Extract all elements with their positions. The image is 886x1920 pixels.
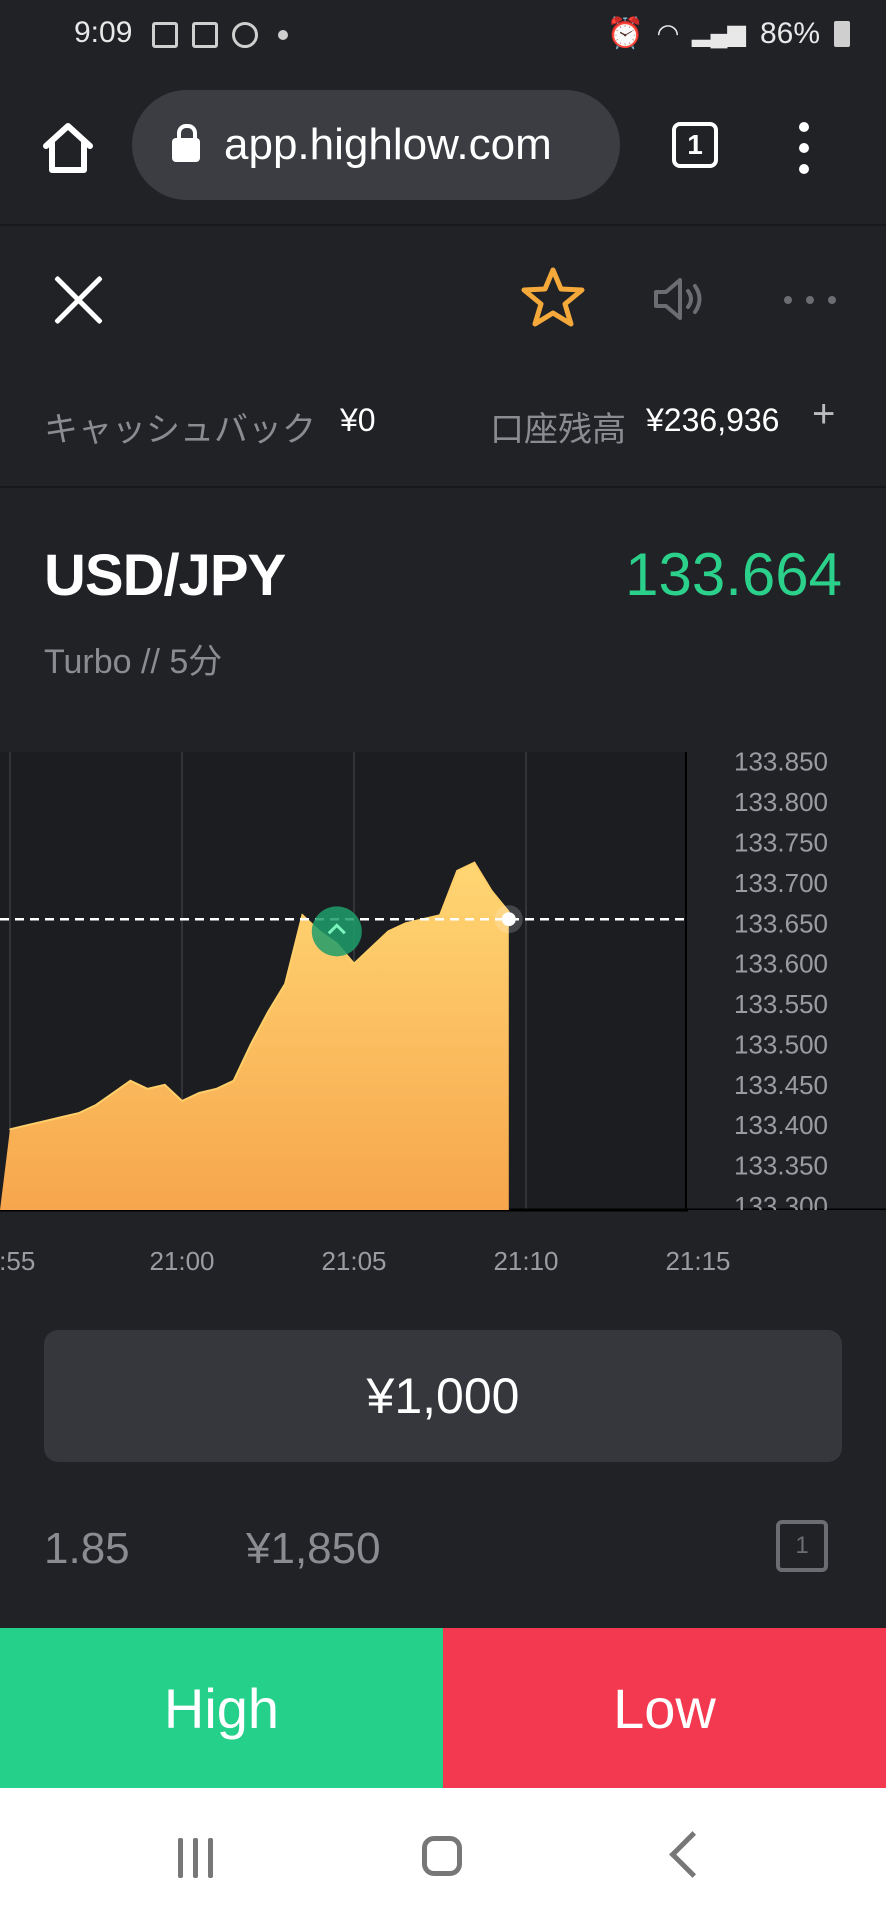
chart-point: [456, 869, 459, 872]
app-header: キャッシュバック ¥0 口座残高 ¥236,936 +: [0, 226, 886, 488]
address-bar[interactable]: app.highlow.com: [132, 90, 620, 200]
y-tick-label: 133.650: [734, 908, 828, 938]
chart-point: [26, 1124, 29, 1127]
trade-entry-marker: [311, 906, 362, 957]
chart-point: [112, 1092, 114, 1094]
system-nav-bar: [0, 1788, 886, 1920]
payout-amount: ¥1,850: [246, 1524, 381, 1573]
current-price-marker: [501, 912, 516, 927]
chart-point: [353, 962, 355, 965]
recent-apps-icon[interactable]: [178, 1838, 213, 1878]
payout-rate: 1.85: [44, 1524, 130, 1573]
y-tick-label: 133.700: [734, 868, 828, 898]
option-type: Turbo // 5分: [44, 643, 223, 681]
balance-value: ¥236,936: [646, 402, 780, 438]
x-tick-label: 0:55: [0, 1246, 35, 1276]
balance-label: 口座残高: [490, 411, 626, 449]
y-tick-label: 133.600: [734, 949, 828, 979]
sound-icon[interactable]: [652, 274, 708, 324]
chart-point: [473, 861, 476, 864]
chart-point: [164, 1084, 166, 1086]
close-icon[interactable]: [52, 274, 104, 326]
download-icon: [192, 22, 218, 48]
chart-point: [78, 1112, 80, 1114]
url-text: app.highlow.com: [224, 120, 552, 169]
chart-point: [490, 890, 493, 892]
chart-point: [267, 1011, 269, 1013]
chart-point: [232, 1079, 235, 1082]
notification-icons: [152, 18, 288, 52]
signal-icon: ▂▄▆: [692, 20, 746, 47]
alarm-icon: ⏰: [606, 17, 644, 50]
y-tick-label: 133.800: [734, 787, 828, 817]
browser-menu-icon[interactable]: [796, 122, 812, 174]
cashback-value: ¥0: [340, 402, 376, 438]
add-funds-button[interactable]: +: [812, 392, 836, 436]
chart-point: [284, 983, 287, 985]
status-time: 9:09: [74, 16, 133, 49]
browser-toolbar: app.highlow.com 1: [0, 72, 886, 226]
y-tick-label: 133.500: [734, 1029, 828, 1059]
more-notifications-icon: [278, 30, 288, 40]
chart-axis-mask: [688, 1210, 886, 1250]
chart-point: [387, 930, 390, 933]
current-price: 133.664: [625, 541, 842, 608]
wifi-icon: ◜◝: [657, 18, 679, 48]
chart-point: [198, 1092, 200, 1094]
price-chart[interactable]: 133.850 133.800 133.750 133.700 133.650 133.6…: [0, 722, 886, 1292]
chart-point: [250, 1043, 252, 1046]
asset-pair[interactable]: USD/JPY: [44, 543, 286, 608]
x-tick-label: 21:15: [665, 1246, 730, 1276]
x-tick-label: 21:10: [493, 1246, 558, 1276]
favorite-star-icon[interactable]: [520, 266, 586, 328]
chart-point: [215, 1088, 218, 1090]
home-nav-icon[interactable]: [422, 1836, 462, 1876]
chart-point: [9, 1128, 11, 1131]
chart-point: [404, 922, 407, 925]
lock-icon: [172, 124, 200, 162]
low-button[interactable]: Low: [443, 1628, 886, 1788]
status-right: ⏰ ◜◝ ▂▄▆ 86%: [607, 16, 850, 51]
chart-point: [43, 1120, 46, 1122]
high-button[interactable]: High: [0, 1628, 443, 1788]
y-tick-label: 133.550: [734, 989, 828, 1019]
battery-icon: [834, 20, 850, 47]
status-bar: 9:09 ⏰ ◜◝ ▂▄▆ 86%: [0, 0, 886, 72]
y-tick-label: 133.750: [734, 827, 828, 857]
chart-point: [60, 1116, 63, 1118]
home-icon[interactable]: [40, 120, 96, 174]
price-chart-svg[interactable]: 133.850 133.800 133.750 133.700 133.650 133.6…: [0, 722, 886, 1292]
investment-amount-input[interactable]: ¥1,000: [44, 1330, 842, 1462]
battery-percent: 86%: [759, 16, 820, 50]
chart-point: [129, 1079, 132, 1082]
asset-header: USD/JPY 133.664 Turbo // 5分: [0, 488, 886, 750]
one-click-toggle[interactable]: 1: [776, 1520, 828, 1572]
chart-point: [146, 1088, 149, 1090]
y-tick-label: 133.350: [734, 1151, 828, 1181]
calendar-icon: [152, 22, 178, 48]
timer-icon: [232, 22, 258, 48]
chart-point: [301, 914, 304, 916]
y-tick-label: 133.450: [734, 1070, 828, 1100]
chart-point: [181, 1100, 183, 1102]
back-icon[interactable]: [669, 1831, 716, 1878]
cashback-label: キャッシュバック: [44, 411, 316, 449]
y-tick-label: 133.400: [734, 1110, 828, 1140]
x-tick-label: 21:05: [321, 1246, 386, 1276]
entry-arrow-icon: [327, 923, 346, 935]
chart-point: [370, 946, 373, 949]
tab-switcher-button[interactable]: 1: [672, 122, 718, 168]
chart-point: [95, 1104, 97, 1106]
more-options-icon[interactable]: [784, 296, 836, 304]
y-tick-label: 133.850: [734, 752, 828, 777]
chart-point: [439, 914, 441, 916]
chart-area-fill: [0, 862, 509, 1210]
x-tick-label: 21:00: [149, 1246, 214, 1276]
